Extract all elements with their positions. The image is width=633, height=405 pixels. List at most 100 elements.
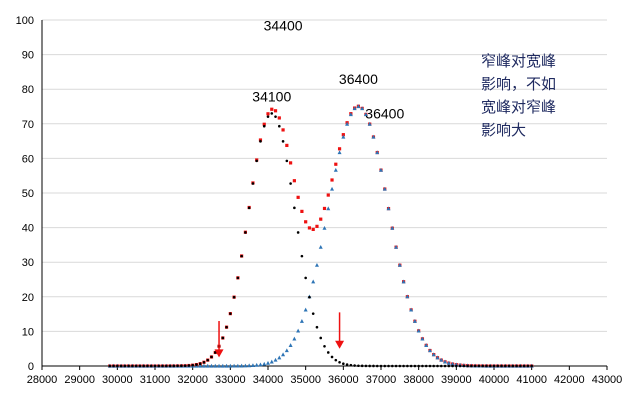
black-dot-point	[315, 325, 319, 329]
black-dot-point	[236, 276, 240, 280]
blue-triangle-point	[397, 262, 402, 267]
black-dot-point	[504, 364, 507, 368]
black-dot-point	[477, 364, 481, 368]
blue-triangle-point	[360, 106, 365, 111]
black-dot-point	[409, 364, 413, 368]
black-dot-point	[251, 182, 255, 185]
black-dot-point	[451, 364, 454, 368]
black-dot-point	[375, 364, 379, 368]
red-square-point	[326, 193, 330, 197]
black-dot-point	[180, 364, 183, 368]
red-square-point	[304, 220, 308, 224]
blue-triangle-point	[258, 362, 263, 367]
blue-triangle-point	[333, 167, 338, 172]
red-square-point	[322, 206, 327, 211]
blue-triangle-point	[401, 279, 406, 284]
note-line-4: 影响大	[481, 121, 526, 139]
blue-triangle-point	[220, 363, 225, 368]
red-square-point	[334, 162, 338, 166]
black-dot-point	[274, 115, 277, 118]
blue-triangle-point	[232, 363, 237, 368]
black-dot-point	[285, 159, 289, 163]
black-dot-point	[232, 295, 236, 299]
black-dot-point	[134, 364, 138, 368]
blue-triangle-point	[375, 150, 380, 155]
y-tick-label: 80	[22, 84, 34, 96]
x-tick-label: 32000	[177, 374, 208, 386]
black-dot-point	[391, 364, 394, 368]
black-dot-point	[530, 364, 533, 368]
black-dot-point	[330, 355, 334, 359]
blue-triangle-point	[205, 363, 210, 368]
black-dot-point	[270, 112, 274, 115]
black-dot-point	[149, 364, 153, 368]
red-square-point	[281, 128, 285, 132]
blue-triangle-point	[435, 355, 440, 360]
black-dot-point	[138, 364, 142, 368]
black-dot-point	[240, 254, 243, 258]
blue-triangle-point	[288, 343, 293, 347]
black-dot-point	[187, 364, 191, 367]
blue-triangle-point	[416, 328, 421, 333]
black-dot-point	[406, 364, 409, 368]
black-dot-point	[402, 364, 405, 368]
black-dot-point	[300, 254, 304, 258]
blue-triangle-point	[250, 363, 255, 368]
black-dot-point	[360, 364, 364, 368]
black-dot-point	[255, 159, 258, 163]
y-tick-label: 100	[16, 15, 34, 27]
blue-triangle-point	[356, 104, 361, 109]
red-square-point	[337, 147, 342, 151]
black-dot-point	[500, 364, 503, 368]
black-dot-point	[492, 364, 496, 368]
red-square-point	[285, 143, 289, 148]
peak-label-1: 34400	[264, 17, 303, 33]
blue-triangle-point	[341, 134, 346, 139]
red-square-point	[273, 109, 278, 113]
blue-triangle-point	[382, 186, 387, 191]
black-dot-point	[259, 140, 262, 143]
black-dot-point	[383, 364, 387, 368]
black-dot-point	[364, 364, 368, 368]
black-dot-point	[345, 363, 349, 366]
black-dot-point	[311, 312, 315, 315]
black-dot-point	[278, 124, 281, 128]
blue-triangle-point	[439, 357, 444, 362]
black-dot-point	[195, 363, 198, 366]
x-tick-label: 41000	[516, 374, 547, 386]
red-square-point	[341, 133, 345, 137]
black-dot-point	[308, 295, 311, 299]
x-tick-label: 36000	[328, 374, 359, 386]
red-square-point	[292, 179, 296, 183]
blue-triangle-point	[424, 343, 429, 347]
black-dot-point	[142, 364, 145, 368]
x-tick-label: 30000	[102, 374, 133, 386]
black-dot-point	[244, 231, 247, 234]
black-dot-point	[266, 115, 270, 118]
black-dot-point	[511, 364, 515, 368]
x-tick-label: 39000	[441, 374, 472, 386]
red-square-point	[300, 209, 304, 213]
blue-triangle-point	[363, 112, 368, 117]
black-dot-point	[496, 364, 500, 368]
black-dot-point	[507, 364, 511, 368]
x-tick-label: 34000	[253, 374, 284, 386]
blue-triangle-point	[198, 363, 203, 368]
x-tick-label: 33000	[215, 374, 246, 386]
blue-triangle-point	[431, 352, 436, 357]
black-dot-point	[116, 364, 119, 368]
black-dot-point	[424, 364, 428, 368]
red-square-point	[315, 224, 319, 228]
black-dot-point	[485, 364, 488, 368]
axes	[41, 20, 608, 370]
black-dot-point	[519, 364, 522, 368]
red-square-point	[262, 122, 266, 126]
black-dot-point	[488, 364, 492, 368]
black-dot-point	[470, 364, 473, 368]
x-tick-label: 35000	[290, 374, 321, 386]
black-dot-point	[458, 364, 462, 368]
black-dot-point	[421, 364, 424, 368]
black-dot-point	[262, 124, 266, 128]
blue-triangle-point	[284, 348, 289, 353]
